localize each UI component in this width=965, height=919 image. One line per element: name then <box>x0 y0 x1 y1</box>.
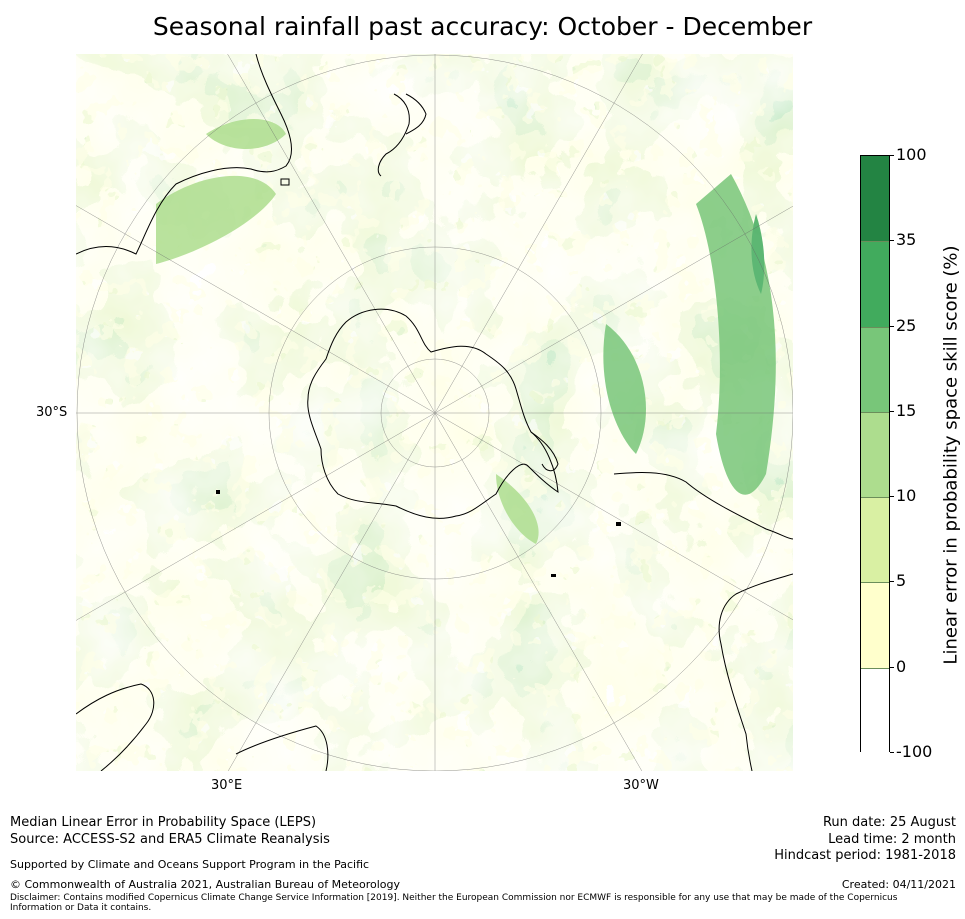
colorbar-tick-mark <box>890 325 894 327</box>
colorbar-bin <box>861 411 889 498</box>
colorbar-tick-label: 100 <box>896 145 927 164</box>
lat-label-30s: 30°S <box>36 405 68 420</box>
skill-score-map <box>76 54 793 771</box>
colorbar-tick-mark <box>890 496 894 498</box>
colorbar-tick-mark <box>890 240 894 242</box>
colorbar-tick-mark <box>890 410 894 412</box>
graticule <box>76 54 793 771</box>
lon-label-30w: 30°W <box>623 778 659 793</box>
colorbar-bin <box>861 241 889 327</box>
footer-disclaimer-2: Information or Data it contains. <box>10 903 152 913</box>
footer-lead-time: Lead time: 2 month <box>828 832 956 847</box>
colorbar-tick-mark <box>890 666 894 668</box>
polar-map[interactable] <box>76 54 793 771</box>
colorbar-bin <box>861 497 889 583</box>
colorbar-tick-label: 0 <box>896 656 907 676</box>
antarctica-coastline <box>307 308 559 519</box>
colorbar-tick-mark <box>890 581 894 583</box>
footer-hindcast: Hindcast period: 1981-2018 <box>774 848 956 863</box>
australia-coastline <box>76 54 292 255</box>
colorbar-bin <box>861 326 889 412</box>
footer-copyright: © Commonwealth of Australia 2021, Austra… <box>10 878 400 891</box>
lon-label-30e: 30°E <box>211 778 243 793</box>
skill-highlights <box>156 119 776 544</box>
colorbar-tick-mark <box>890 155 894 156</box>
colorbar-tick-label: 10 <box>896 486 917 506</box>
colorbar-bin <box>861 667 889 753</box>
africa-coastline <box>76 683 155 771</box>
colorbar <box>860 155 890 753</box>
footer-run-date: Run date: 25 August <box>822 815 956 830</box>
footer-method: Median Linear Error in Probability Space… <box>10 815 317 830</box>
colorbar-tick-label: 25 <box>896 315 917 335</box>
new-zealand-coastline <box>377 93 427 177</box>
madagascar-coastline <box>235 725 329 771</box>
footer-disclaimer-1: Disclaimer: Contains modified Copernicus… <box>10 893 898 903</box>
map-title: Seasonal rainfall past accuracy: October… <box>152 12 813 41</box>
colorbar-tick-mark <box>890 752 894 753</box>
south-america-coastline <box>613 472 793 771</box>
colorbar-bin <box>861 156 889 242</box>
footer-support: Supported by Climate and Oceans Support … <box>10 858 370 871</box>
footer-source: Source: ACCESS-S2 and ERA5 Climate Reana… <box>10 832 330 847</box>
colorbar-bin <box>861 582 889 668</box>
colorbar-tick-label: -100 <box>896 742 933 761</box>
colorbar-title: Linear error in probability space skill … <box>940 245 962 665</box>
antarctic-peninsula <box>530 431 559 472</box>
islands <box>216 178 621 577</box>
colorbar-tick-label: 15 <box>896 400 917 420</box>
footer-created: Created: 04/11/2021 <box>841 878 956 891</box>
colorbar-tick-label: 35 <box>896 230 917 250</box>
colorbar-tick-label: 5 <box>896 571 907 591</box>
